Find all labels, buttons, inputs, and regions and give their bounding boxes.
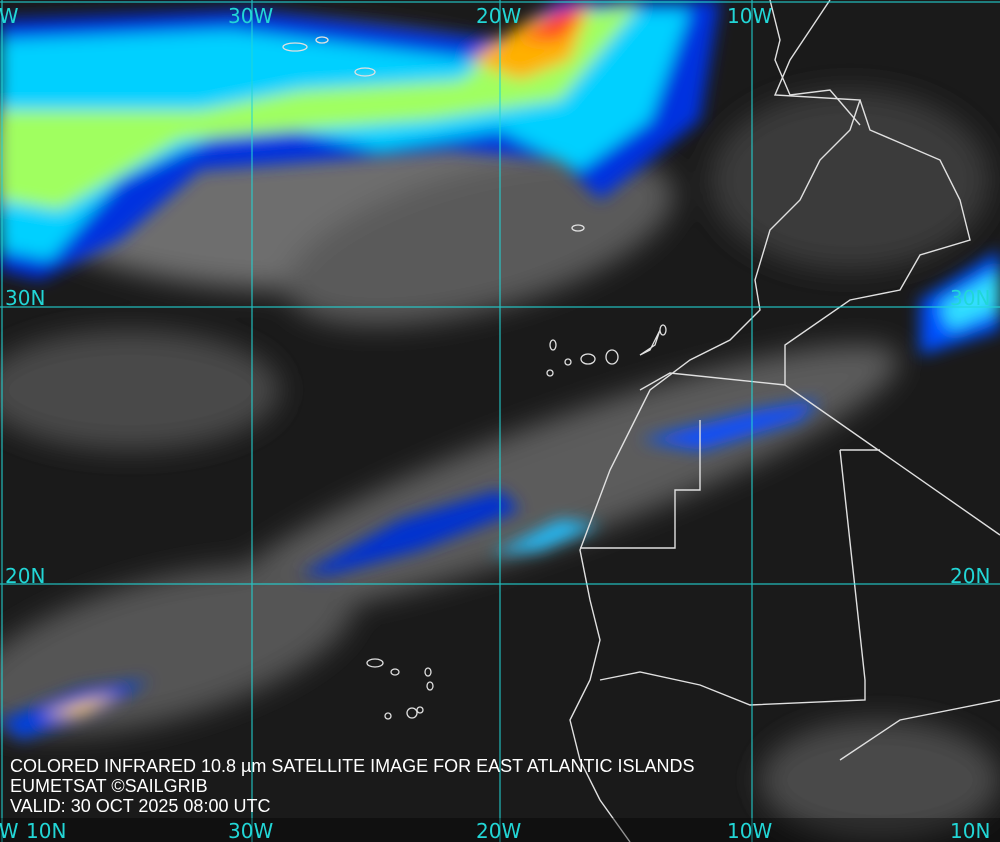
border-western-sahara [580, 372, 786, 549]
image-caption: COLORED INFRARED 10.8 µm SATELLITE IMAGE… [10, 756, 695, 816]
lat-label-right-20n: 20N [950, 564, 991, 588]
border-mauritania [599, 384, 1000, 706]
islands [282, 36, 667, 720]
lon-label-bottom-20w: 20W [476, 819, 522, 842]
lat-label-right-30n: 30N [950, 286, 991, 310]
border-mali [839, 699, 1000, 761]
caption-credit: EUMETSAT ©SAILGRIB [10, 776, 208, 796]
border-morocco-algeria [784, 99, 971, 385]
lon-label-bottom-40w: 0W [0, 819, 19, 842]
coastlines [569, 0, 1000, 842]
bottom-band [0, 818, 1000, 842]
caption-valid-time: VALID: 30 OCT 2025 08:00 UTC [10, 796, 271, 816]
iberia-coast [769, 0, 861, 126]
lat-label-left-30n: 30N [5, 286, 46, 310]
lon-label-bottom-30w: 30W [228, 819, 274, 842]
lon-label-top-40w: 0W [0, 4, 19, 28]
lat-label-right-10n: 10N [950, 819, 991, 842]
lat-label-left-10n: 10N [26, 819, 67, 842]
caption-title: COLORED INFRARED 10.8 µm SATELLITE IMAGE… [10, 756, 695, 776]
lon-label-top-20w: 20W [476, 4, 522, 28]
lat-label-left-20n: 20N [5, 564, 46, 588]
colored-cloud-layer [0, 0, 1000, 740]
lon-label-bottom-10w: 10W [727, 819, 773, 842]
lon-label-top-10w: 10W [727, 4, 773, 28]
lon-label-top-30w: 30W [228, 4, 274, 28]
